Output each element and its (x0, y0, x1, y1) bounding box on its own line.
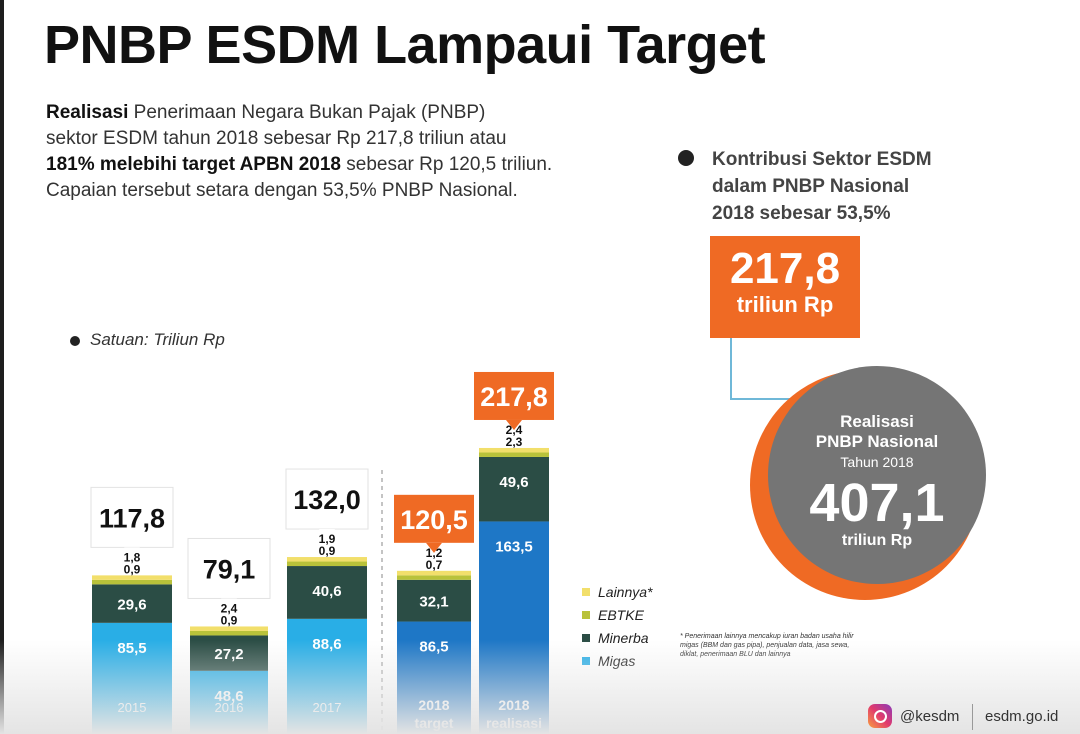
total-callout-box (187, 537, 271, 599)
national-line-3: Tahun 2018 (840, 454, 914, 470)
total-callout-pointer (221, 598, 237, 609)
national-circle (768, 366, 986, 584)
instagram-icon[interactable] (868, 704, 892, 728)
contribution-value-box: 217,8 triliun Rp (710, 236, 860, 338)
intro-paragraph: Realisasi Penerimaan Negara Bukan Pajak … (46, 100, 646, 204)
lainnya-value-label: 1,9 (319, 532, 336, 546)
lainnya-segment (287, 557, 367, 562)
bottom-fade (0, 640, 1080, 734)
ebtke-value-label: 0,9 (221, 613, 238, 627)
bullet-icon (678, 150, 694, 166)
intro-line-1-rest: Penerimaan Negara Bukan Pajak (PNBP) (128, 102, 486, 123)
segment-value-label: 163,5 (495, 538, 533, 555)
minerba-segment (479, 456, 549, 522)
ebtke-value-label: 0,9 (124, 562, 141, 576)
total-callout-box (90, 486, 174, 548)
lainnya-segment (479, 447, 549, 453)
left-edge-bar (0, 0, 4, 734)
intro-line-1: Realisasi Penerimaan Negara Bukan Pajak … (46, 100, 646, 126)
intro-bold-target: 181% melebihi target APBN 2018 (46, 154, 341, 175)
unit-note: Satuan: Triliun Rp (70, 330, 225, 350)
legend-swatch (582, 611, 590, 619)
total-value-label: 120,5 (400, 505, 468, 535)
national-line-1: Realisasi (840, 412, 914, 431)
contribution-value: 217,8 (729, 244, 841, 293)
lainnya-segment (92, 575, 172, 580)
intro-line-3-rest: sebesar Rp 120,5 triliun. (340, 154, 553, 175)
ebtke-segment (397, 575, 471, 580)
total-callout-box (285, 468, 369, 530)
minerba-segment (287, 566, 367, 619)
ebtke-segment (190, 630, 268, 636)
segment-value-label: 29,6 (117, 597, 146, 614)
lainnya-segment (190, 626, 268, 631)
total-value-label: 117,8 (99, 503, 165, 533)
legend-swatch (582, 634, 590, 642)
total-callout-pointer (124, 547, 140, 558)
contribution-unit: triliun Rp (736, 292, 834, 317)
ebtke-value-label: 0,7 (426, 558, 443, 572)
national-line-2: PNBP Nasional (815, 432, 939, 451)
intro-line-3: 181% melebihi target APBN 2018 sebesar R… (46, 152, 646, 178)
ebtke-segment (92, 579, 172, 585)
intro-bold-realisasi: Realisasi (46, 102, 129, 123)
lainnya-value-label: 2,4 (221, 601, 238, 615)
footer-site[interactable]: esdm.go.id (985, 708, 1059, 725)
ebtke-value-label: 2,3 (506, 435, 523, 449)
contribution-note: Kontribusi Sektor ESDM dalam PNBP Nasion… (678, 146, 932, 227)
national-unit: triliun Rp (841, 532, 913, 549)
connector-line (730, 398, 790, 400)
total-callout-pointer (426, 542, 442, 553)
lainnya-value-label: 2,4 (506, 423, 523, 437)
contribution-line-2: dalam PNBP Nasional (712, 176, 910, 197)
intro-line-4: Capaian tersebut setara dengan 53,5% PNB… (46, 180, 518, 201)
minerba-segment (397, 579, 471, 622)
connector-line (730, 338, 732, 400)
ebtke-value-label: 0,9 (319, 544, 336, 558)
total-value-label: 79,1 (203, 554, 256, 584)
lainnya-value-label: 1,8 (124, 550, 141, 564)
intro-line-2: sektor ESDM tahun 2018 sebesar Rp 217,8 … (46, 128, 507, 149)
national-value: 407,1 (809, 473, 945, 533)
total-value-label: 217,8 (480, 382, 548, 412)
unit-note-text: Satuan: Triliun Rp (90, 330, 225, 349)
segment-value-label: 40,6 (312, 583, 341, 600)
contribution-lines: Kontribusi Sektor ESDM dalam PNBP Nasion… (678, 146, 932, 227)
contribution-line-1: Kontribusi Sektor ESDM (712, 149, 932, 170)
total-callout-pointer (506, 419, 522, 430)
footer-handle[interactable]: @kesdm (900, 708, 960, 725)
contribution-line-3: 2018 sebesar 53,5% (712, 203, 891, 224)
lainnya-segment (397, 570, 471, 576)
segment-value-label: 32,1 (419, 594, 448, 611)
ebtke-segment (287, 561, 367, 567)
legend-label: Lainnya* (598, 584, 653, 600)
legend-swatch (582, 588, 590, 596)
segment-value-label: 49,6 (499, 474, 528, 491)
total-value-label: 132,0 (293, 485, 361, 515)
page-title: PNBP ESDM Lampaui Target (44, 15, 766, 75)
total-callout-pointer (319, 529, 335, 540)
lainnya-value-label: 1,2 (426, 546, 443, 560)
legend-label: EBTKE (598, 607, 645, 623)
minerba-segment (92, 584, 172, 623)
national-circle-text: Realisasi PNBP Nasional Tahun 2018 407,1… (768, 366, 986, 550)
total-callout-box (394, 494, 474, 543)
total-callout-box (474, 371, 554, 420)
ebtke-segment (479, 452, 549, 457)
footer-divider (972, 704, 973, 730)
bullet-icon (70, 335, 80, 346)
